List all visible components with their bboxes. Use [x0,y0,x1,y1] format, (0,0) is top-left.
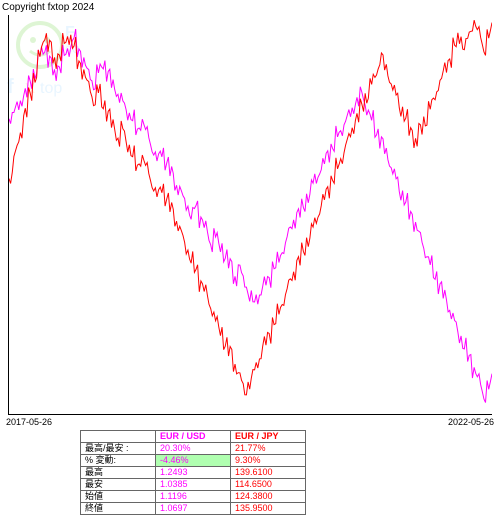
copyright-text: Copyright fxtop 2024 [2,2,94,13]
row-value-s2: 139.6100 [231,467,306,479]
chart-svg [9,15,492,414]
line-series-2 [9,19,492,395]
table-row: 終値1.0697135.9500 [81,503,306,515]
header-empty [81,431,156,443]
x-axis-end-label: 2022-05-26 [448,417,494,427]
row-value-s1: 1.2493 [156,467,231,479]
row-label: 終値 [81,503,156,515]
row-value-s1: 1.1196 [156,491,231,503]
row-label: 最安 [81,479,156,491]
row-label: 最高 [81,467,156,479]
row-value-s2: 114.6500 [231,479,306,491]
chart-plot-area [8,15,492,415]
header-series2: EUR / JPY [231,431,306,443]
row-label: 始値 [81,491,156,503]
row-value-s1: 1.0385 [156,479,231,491]
table-header-row: EUR / USD EUR / JPY [81,431,306,443]
row-value-s2: 124.3800 [231,491,306,503]
x-axis-start-label: 2017-05-26 [6,417,52,427]
row-value-s1: -4.46% [156,455,231,467]
stats-table: EUR / USD EUR / JPY 最高/最安 :20.30%21.77%%… [80,430,306,515]
line-series-1 [9,29,492,402]
row-value-s1: 1.0697 [156,503,231,515]
row-label: 最高/最安 : [81,443,156,455]
row-value-s2: 21.77% [231,443,306,455]
row-value-s2: 135.9500 [231,503,306,515]
table-row: 最安1.0385114.6500 [81,479,306,491]
table-row: 始値1.1196124.3800 [81,491,306,503]
table-row: 最高/最安 :20.30%21.77% [81,443,306,455]
row-label: % 変動: [81,455,156,467]
table-row: % 変動:-4.46%9.30% [81,455,306,467]
table-row: 最高1.2493139.6100 [81,467,306,479]
header-series1: EUR / USD [156,431,231,443]
row-value-s1: 20.30% [156,443,231,455]
row-value-s2: 9.30% [231,455,306,467]
